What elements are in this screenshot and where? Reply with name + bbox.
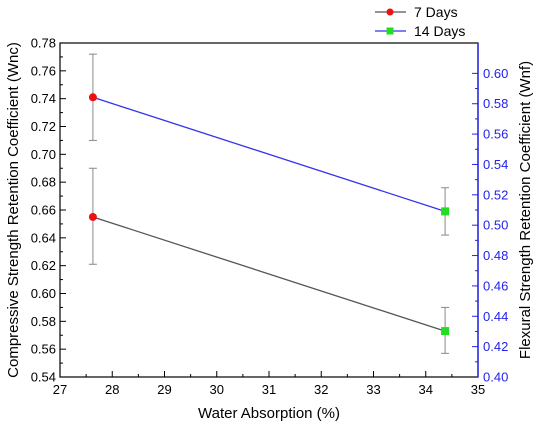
- y-right-tick-label: 0.56: [483, 127, 508, 142]
- ticks-layer: 27 28 29 30 31 32 33 34 35 0.54 0.56 0.58 0.60 0.62 0.…: [31, 36, 509, 398]
- x-tick-label: 29: [157, 382, 171, 397]
- y-left-tick-label: 0.72: [31, 119, 56, 134]
- x-tick-label: 34: [419, 382, 433, 397]
- y-left-tick-label: 0.58: [31, 314, 56, 329]
- x-tick-label: 33: [366, 382, 380, 397]
- y-axis-right-title: Flexural Strength Retention Coefficient …: [517, 61, 534, 359]
- y-axis-left-title: Compressive Strength Retention Coefficie…: [5, 42, 22, 378]
- data-point: [441, 327, 450, 336]
- data-point: [88, 93, 97, 102]
- series-line: [92, 216, 446, 332]
- y-left-tick-label: 0.62: [31, 258, 56, 273]
- y-left-tick-label: 0.76: [31, 63, 56, 78]
- y-right-tick-label: 0.42: [483, 339, 508, 354]
- series-layer: [88, 53, 450, 354]
- y-left-tick-label: 0.66: [31, 203, 56, 218]
- x-tick-label: 28: [105, 382, 119, 397]
- y-left-tick-label: 0.78: [31, 36, 56, 51]
- x-tick-label: 35: [471, 382, 485, 397]
- y-left-tick-label: 0.64: [31, 230, 56, 245]
- y-left-tick-label: 0.56: [31, 342, 56, 357]
- y-left-tick-label: 0.54: [31, 370, 56, 385]
- y-left-tick-label: 0.74: [31, 91, 56, 106]
- y-right-tick-label: 0.44: [483, 309, 508, 324]
- x-tick-label: 31: [262, 382, 276, 397]
- y-left-tick-label: 0.60: [31, 286, 56, 301]
- y-right-tick-label: 0.50: [483, 218, 508, 233]
- data-point: [441, 207, 450, 216]
- legend: 7 Days 14 Days: [375, 4, 465, 39]
- legend-label: 14 Days: [414, 23, 465, 39]
- y-right-tick-label: 0.52: [483, 187, 508, 202]
- y-right-tick-label: 0.46: [483, 278, 508, 293]
- y-left-tick-label: 0.70: [31, 147, 56, 162]
- y-right-tick-label: 0.58: [483, 96, 508, 111]
- legend-label: 7 Days: [414, 4, 458, 20]
- series-line: [92, 96, 446, 213]
- legend-marker: [386, 27, 394, 35]
- y-right-tick-label: 0.60: [483, 66, 508, 81]
- x-axis-title: Water Absorption (%): [198, 405, 340, 422]
- x-tick-label: 30: [210, 382, 224, 397]
- x-tick-label: 32: [314, 382, 328, 397]
- plot-frame: [59, 42, 479, 378]
- y-right-tick-label: 0.40: [483, 370, 508, 385]
- legend-marker: [386, 8, 394, 16]
- y-left-tick-label: 0.68: [31, 175, 56, 190]
- x-tick-label: 27: [53, 382, 67, 397]
- y-right-tick-label: 0.48: [483, 248, 508, 263]
- y-right-tick-label: 0.54: [483, 157, 508, 172]
- data-point: [88, 212, 97, 221]
